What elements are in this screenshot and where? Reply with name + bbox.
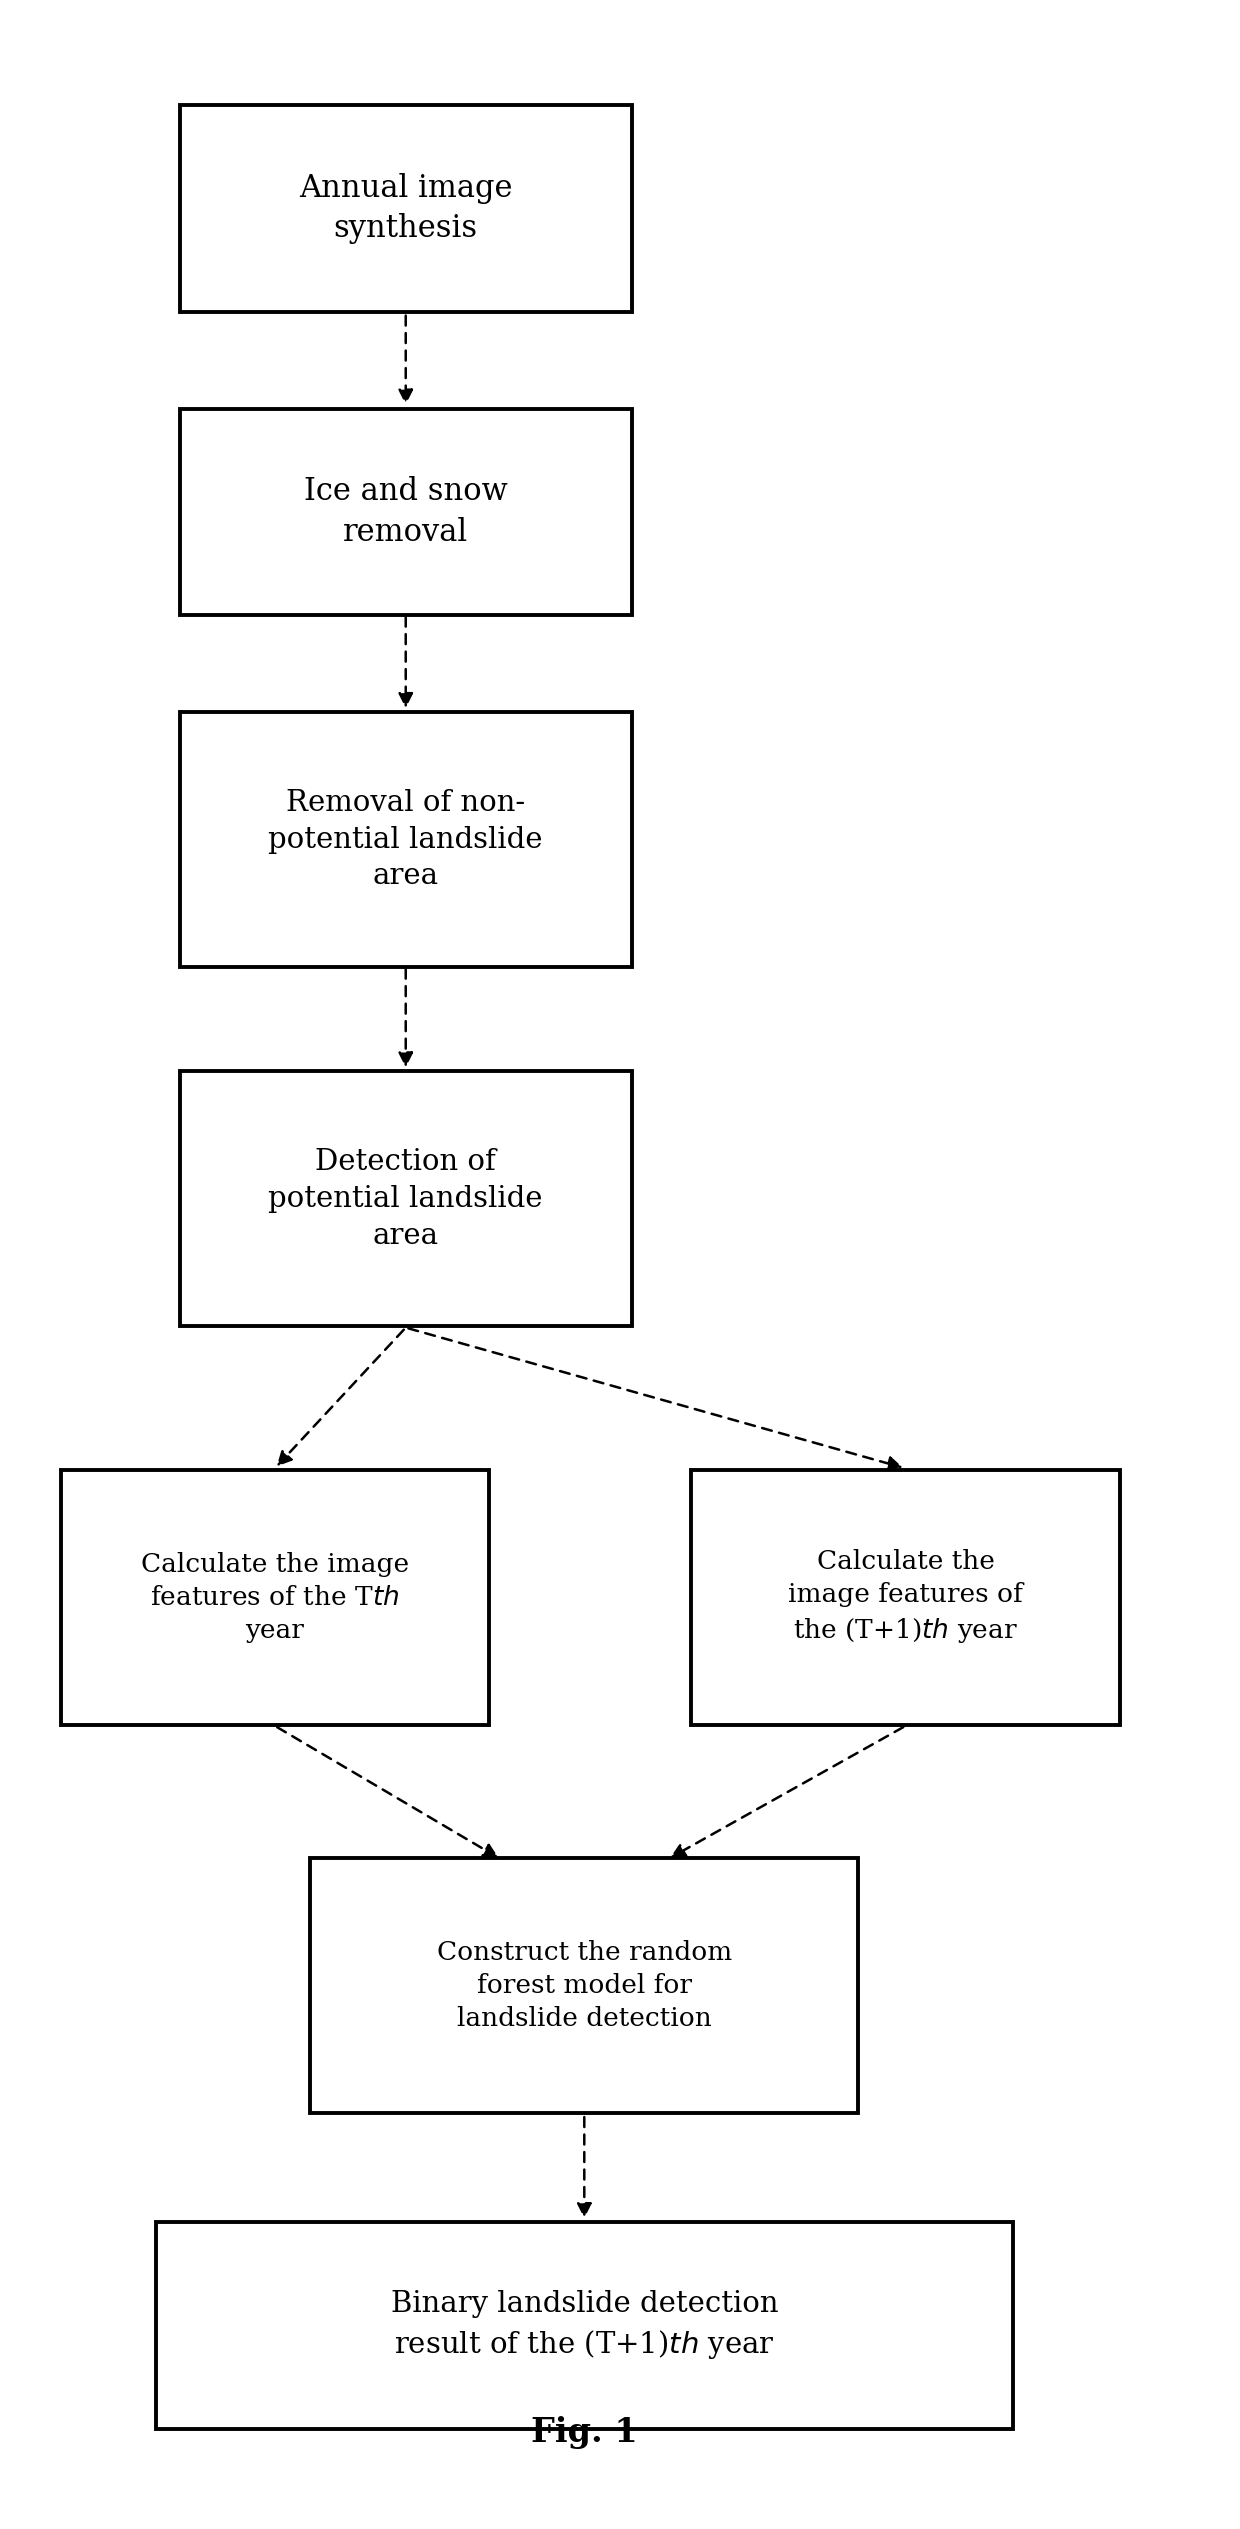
FancyBboxPatch shape — [156, 2223, 1013, 2428]
Text: Fig. 1: Fig. 1 — [531, 2415, 637, 2448]
Text: Detection of
potential landslide
area: Detection of potential landslide area — [269, 1148, 543, 1249]
Text: Calculate the image
features of the T$\mathit{th}$
year: Calculate the image features of the T$\m… — [140, 1553, 409, 1644]
FancyBboxPatch shape — [180, 713, 632, 966]
Text: Construct the random
forest model for
landslide detection: Construct the random forest model for la… — [436, 1940, 732, 2031]
FancyBboxPatch shape — [692, 1469, 1120, 1725]
Text: Annual image
synthesis: Annual image synthesis — [299, 172, 512, 245]
FancyBboxPatch shape — [310, 1859, 858, 2114]
Text: Calculate the
image features of
the (T+1)$\mathit{th}$ year: Calculate the image features of the (T+1… — [789, 1550, 1023, 1644]
FancyBboxPatch shape — [61, 1469, 489, 1725]
Text: Ice and snow
removal: Ice and snow removal — [304, 475, 507, 549]
Text: Binary landslide detection
result of the (T+1)$\mathit{th}$ year: Binary landslide detection result of the… — [391, 2289, 777, 2362]
FancyBboxPatch shape — [180, 106, 632, 311]
FancyBboxPatch shape — [180, 410, 632, 615]
Text: Removal of non-
potential landslide
area: Removal of non- potential landslide area — [269, 789, 543, 890]
FancyBboxPatch shape — [180, 1072, 632, 1325]
